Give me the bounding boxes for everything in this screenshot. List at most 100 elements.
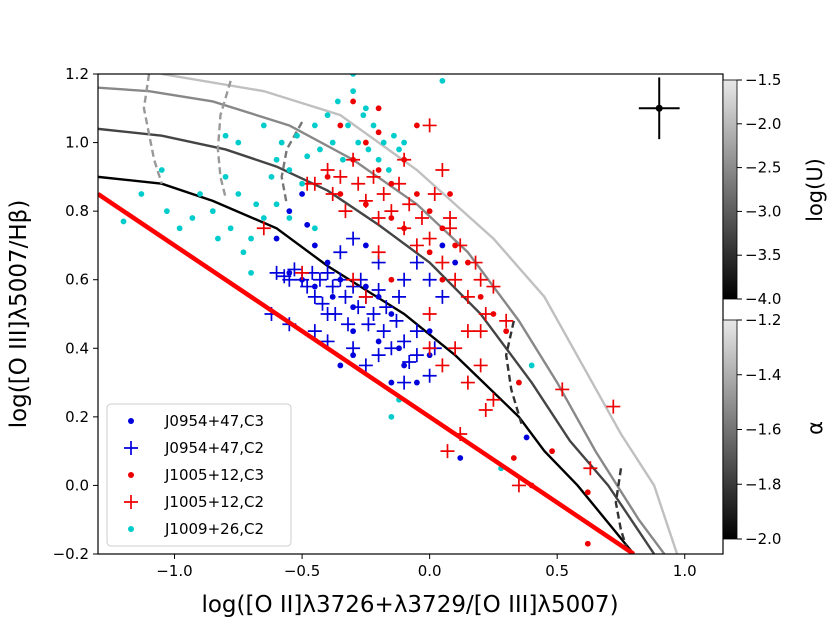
colorbar-tick-label: −1.8 bbox=[745, 475, 781, 493]
data-point bbox=[358, 358, 373, 373]
data-point bbox=[339, 156, 346, 163]
x-axis-label: log([O II]λ3726+λ3729/[O III]λ5007) bbox=[201, 592, 618, 618]
data-point bbox=[269, 265, 284, 280]
data-point bbox=[409, 324, 424, 339]
data-point bbox=[409, 238, 424, 253]
data-point bbox=[606, 399, 621, 414]
red-boundary-line bbox=[98, 192, 635, 554]
data-point bbox=[346, 152, 361, 167]
data-point bbox=[439, 225, 446, 232]
x-tick-label: 0.5 bbox=[545, 562, 569, 580]
data-point bbox=[427, 187, 442, 201]
y-axis-label: log([O III]λ5007/Hβ) bbox=[6, 200, 32, 429]
colorbar-alpha-gradient bbox=[722, 319, 738, 540]
data-point bbox=[333, 272, 348, 287]
data-point bbox=[307, 289, 322, 304]
legend-marker bbox=[124, 441, 138, 455]
data-point bbox=[528, 362, 535, 369]
data-point bbox=[158, 167, 165, 173]
colorbar-tick-label: −1.4 bbox=[745, 366, 781, 384]
data-point bbox=[516, 379, 522, 386]
legend: J0954+47,C3 J0954+47,C2 J1005+12,C3 J1005+1… bbox=[106, 403, 292, 547]
plot-area bbox=[98, 74, 680, 554]
data-point bbox=[345, 122, 351, 129]
colorbar-alpha-label: α bbox=[803, 421, 827, 435]
data-point bbox=[311, 122, 318, 129]
data-point bbox=[388, 379, 395, 386]
colorbar-tick-label: −3.5 bbox=[745, 246, 781, 264]
y-tick-label: −0.2 bbox=[53, 545, 89, 563]
legend-label: J0954+47,C3 bbox=[164, 412, 264, 430]
colorbar-tick-label: −1.2 bbox=[745, 311, 781, 329]
legend-label: J0954+47,C2 bbox=[164, 439, 264, 457]
data-point bbox=[478, 403, 493, 417]
data-point bbox=[222, 132, 229, 139]
x-axis: −1.0 −0.5 0.0 0.5 1.0 bbox=[156, 554, 697, 580]
legend-marker bbox=[128, 526, 134, 532]
data-point bbox=[375, 156, 382, 163]
legend-marker bbox=[128, 418, 134, 424]
y-axis: −0.2 0.0 0.2 0.4 0.6 0.8 1.0 1.2 bbox=[53, 65, 98, 563]
data-point bbox=[477, 293, 484, 300]
data-point bbox=[435, 163, 450, 177]
data-point bbox=[490, 311, 497, 317]
colorbar-log-u-label: log(U) bbox=[803, 158, 827, 222]
data-point bbox=[163, 208, 170, 215]
colorbar-log-u-gradient bbox=[722, 79, 738, 300]
data-point bbox=[341, 317, 355, 332]
series-j1009-26-c2 bbox=[120, 74, 535, 472]
data-point bbox=[362, 283, 369, 290]
data-point bbox=[380, 139, 387, 146]
data-point bbox=[422, 307, 437, 321]
log-u-curve-1 bbox=[98, 127, 656, 554]
data-point bbox=[273, 156, 280, 163]
data-point bbox=[240, 249, 247, 256]
data-point bbox=[366, 169, 381, 184]
data-point bbox=[392, 176, 407, 191]
data-point bbox=[260, 215, 267, 221]
data-point bbox=[584, 540, 591, 547]
data-point bbox=[365, 146, 372, 153]
legend-box bbox=[106, 403, 292, 547]
data-point bbox=[460, 324, 475, 339]
data-point bbox=[439, 77, 446, 84]
data-point bbox=[473, 272, 488, 287]
data-point bbox=[304, 153, 311, 160]
data-point bbox=[214, 235, 221, 242]
data-point bbox=[299, 191, 305, 197]
data-point bbox=[338, 289, 353, 304]
data-point bbox=[304, 221, 311, 228]
data-point bbox=[294, 132, 300, 139]
data-point bbox=[379, 300, 394, 315]
data-point bbox=[307, 324, 322, 339]
x-tick-label: 0.0 bbox=[418, 562, 442, 580]
data-point bbox=[409, 348, 424, 363]
data-point bbox=[355, 139, 362, 146]
data-point bbox=[457, 455, 464, 461]
data-point bbox=[503, 328, 510, 335]
colorbar-tick-label: −4.0 bbox=[745, 290, 781, 308]
data-point bbox=[397, 272, 412, 287]
alpha-curve-0 bbox=[142, 74, 163, 185]
data-point bbox=[402, 355, 417, 369]
data-point bbox=[426, 208, 433, 215]
y-tick-label: 0.0 bbox=[65, 476, 89, 494]
data-point bbox=[273, 235, 280, 242]
data-point bbox=[197, 191, 203, 197]
data-point bbox=[338, 204, 353, 219]
data-point bbox=[443, 211, 458, 225]
data-point bbox=[320, 307, 335, 321]
data-point bbox=[413, 379, 420, 386]
data-point bbox=[448, 272, 463, 287]
alpha-curve-4 bbox=[614, 468, 630, 554]
data-point bbox=[371, 283, 386, 297]
data-point bbox=[510, 455, 517, 461]
data-point bbox=[325, 187, 340, 201]
data-point bbox=[295, 265, 310, 280]
data-point bbox=[312, 272, 327, 287]
data-point bbox=[426, 249, 433, 256]
data-point bbox=[315, 296, 330, 311]
error-bar bbox=[638, 77, 680, 140]
data-point bbox=[402, 197, 417, 212]
